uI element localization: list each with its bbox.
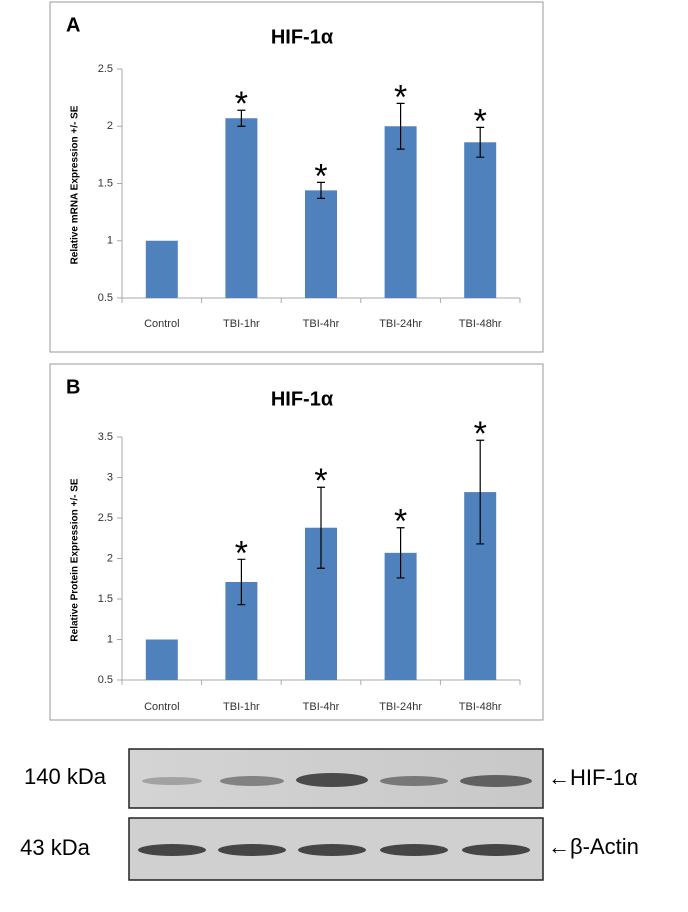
y-tick-label: 1.5 xyxy=(98,177,113,189)
error-bar xyxy=(317,486,325,569)
blot-size: 140 kDa xyxy=(24,764,107,789)
x-tick-label: TBI-48hr xyxy=(459,701,502,713)
panel-frame xyxy=(49,363,544,721)
panel-label: A xyxy=(66,14,80,36)
y-tick-label: 2 xyxy=(107,552,113,564)
error-bar xyxy=(237,558,246,606)
significance-marker: * xyxy=(394,503,407,541)
error-bar xyxy=(317,181,325,199)
x-tick-label: TBI-1hr xyxy=(223,318,260,330)
error-bar xyxy=(237,109,246,127)
error-bar xyxy=(476,439,485,545)
y-tick-label: 2 xyxy=(107,120,113,132)
x-tick-label: Control xyxy=(144,318,179,330)
x-tick-label: TBI-4hr xyxy=(303,318,340,330)
y-tick-label: 0.5 xyxy=(98,674,113,686)
significance-marker: * xyxy=(394,78,407,116)
blot-label: ←HIF-1α xyxy=(548,765,638,790)
y-tick-label: 3.5 xyxy=(98,431,113,443)
y-tick-label: 2.5 xyxy=(98,63,113,75)
x-tick-label: Control xyxy=(144,701,179,713)
bar xyxy=(225,118,258,298)
x-tick-label: TBI-48hr xyxy=(459,318,502,330)
chart-title: HIF-1α xyxy=(271,26,334,48)
y-tick-label: 0.5 xyxy=(98,292,113,304)
significance-marker: * xyxy=(474,415,487,453)
y-tick-label: 3 xyxy=(107,471,113,483)
significance-marker: * xyxy=(314,462,327,500)
x-tick-label: TBI-4hr xyxy=(303,701,340,713)
bar xyxy=(145,639,178,680)
x-tick-label: TBI-24hr xyxy=(379,318,422,330)
y-tick-label: 1.5 xyxy=(98,593,113,605)
bar xyxy=(464,142,497,298)
significance-marker: * xyxy=(474,102,487,140)
panel-label: B xyxy=(66,376,80,398)
y-tick-label: 1 xyxy=(107,235,113,247)
actin-bands xyxy=(138,844,530,856)
bar xyxy=(384,126,417,298)
chart-title: HIF-1α xyxy=(271,388,334,410)
y-axis-label: Relative Protein Expression +/- SE xyxy=(70,478,81,641)
y-tick-label: 2.5 xyxy=(98,512,113,524)
blot-size: 43 kDa xyxy=(20,835,90,860)
bar xyxy=(305,190,337,298)
error-bar xyxy=(476,126,485,158)
x-tick-label: TBI-24hr xyxy=(379,701,422,713)
y-axis-label: Relative mRNA Expression +/- SE xyxy=(70,105,81,264)
panel-frame xyxy=(49,1,544,353)
significance-marker: * xyxy=(235,534,248,572)
bar xyxy=(145,240,178,298)
y-tick-label: 1 xyxy=(107,633,113,645)
hif-bands xyxy=(142,773,532,787)
error-bar xyxy=(396,102,405,150)
significance-marker: * xyxy=(314,157,327,195)
error-bar xyxy=(396,527,405,579)
significance-marker: * xyxy=(235,85,248,123)
x-tick-label: TBI-1hr xyxy=(223,701,260,713)
blot-label: ←β-Actin xyxy=(548,834,639,859)
